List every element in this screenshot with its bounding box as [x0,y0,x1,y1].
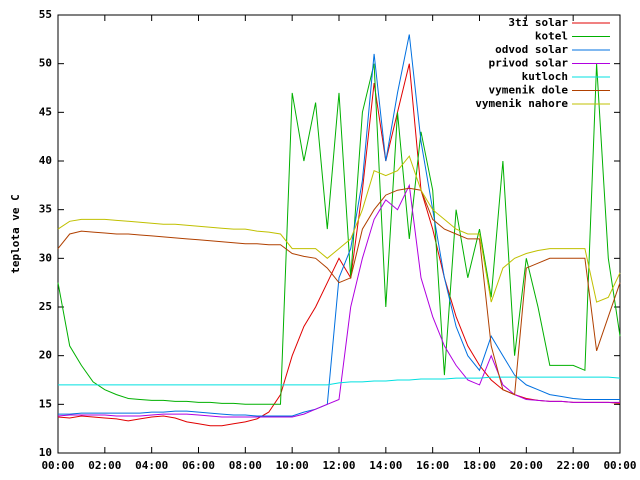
x-tick-label: 04:00 [135,459,168,472]
legend-label: vymenik dole [489,84,569,97]
x-tick-label: 16:00 [416,459,449,472]
x-tick-label: 20:00 [510,459,543,472]
y-tick-label: 55 [39,8,52,21]
y-tick-label: 40 [39,154,52,167]
x-tick-label: 22:00 [557,459,590,472]
x-tick-label: 08:00 [229,459,262,472]
series-line [57,63,621,405]
x-tick-label: 12:00 [322,459,355,472]
y-tick-label: 15 [39,397,52,410]
y-tick-label: 35 [39,203,52,216]
y-axis-label: teplota ve C [9,194,22,273]
legend-label: odvod solar [495,43,568,56]
series-line [57,183,620,418]
series-line [58,376,621,386]
series-line [58,34,620,417]
x-tick-label: 00:00 [41,459,74,472]
x-tick-label: 02:00 [88,459,121,472]
y-tick-label: 45 [39,105,52,118]
y-tick-label: 25 [39,300,52,313]
x-tick-label: 18:00 [463,459,496,472]
x-tick-label: 00:00 [603,459,636,472]
y-tick-label: 50 [39,57,52,70]
y-tick-label: 20 [39,349,52,362]
series-line [57,155,621,303]
x-tick-label: 06:00 [182,459,215,472]
series-line [57,187,621,396]
y-tick-label: 10 [39,446,52,459]
legend-label: vymenik nahore [475,97,568,110]
legend-label: privod solar [489,57,569,70]
y-tick-label: 30 [39,251,52,264]
legend-label: kutloch [522,70,568,83]
legend-label: kotel [535,30,568,43]
x-tick-label: 10:00 [276,459,309,472]
series-line [57,63,621,427]
legend-label: 3ti solar [508,16,568,29]
x-tick-label: 14:00 [369,459,402,472]
